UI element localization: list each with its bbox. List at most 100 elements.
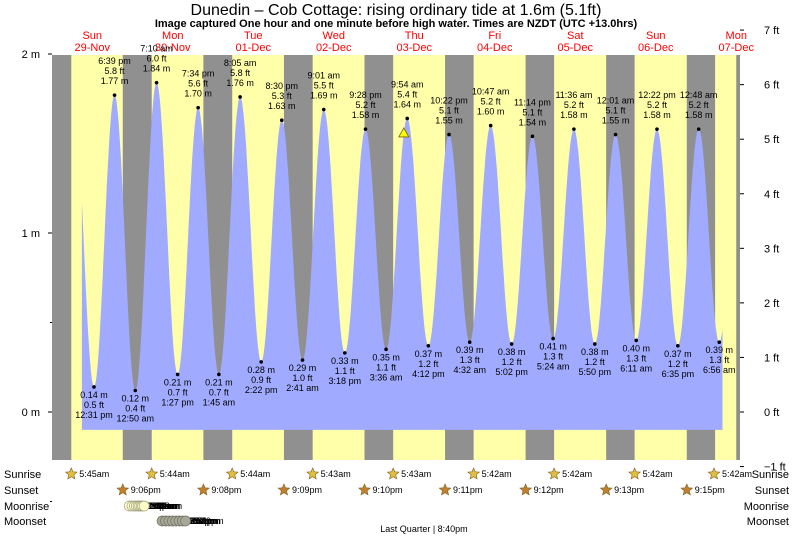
high-tide-feet: 5.1 ft — [439, 106, 460, 116]
row-label-moonset: Moonset — [4, 516, 46, 528]
sunrise-time: 5:42am — [482, 469, 512, 479]
moonset-time: 10:51am — [177, 516, 212, 526]
low-tide-feet: 1.3 ft — [460, 355, 481, 365]
low-tide-time: 5:24 am — [537, 362, 570, 372]
low-tide-feet: 1.2 ft — [418, 359, 439, 369]
sunset-icon — [438, 483, 452, 496]
high-tide-feet: 5.2 ft — [355, 100, 376, 110]
low-tide-time: 6:56 am — [703, 365, 736, 375]
high-tide-feet: 5.8 ft — [230, 68, 251, 78]
low-tide-feet: 0.7 ft — [209, 387, 230, 397]
low-tide-point — [343, 351, 347, 355]
high-tide-feet: 5.2 ft — [564, 100, 585, 110]
sunrise-time: 5:43am — [401, 469, 431, 479]
high-tide-metres: 1.58 m — [643, 110, 671, 120]
high-tide-metres: 1.58 m — [352, 110, 380, 120]
high-tide-metres: 1.76 m — [226, 78, 254, 88]
sunrise-time: 5:44am — [160, 469, 190, 479]
moonrise-time: 11:04pm — [137, 501, 171, 511]
high-tide-metres: 1.55 m — [602, 116, 630, 126]
row-label-moonrise: Moonrise — [4, 501, 49, 513]
low-tide-time: 2:41 am — [286, 383, 319, 393]
y-tick-label-foot: 6 ft — [764, 80, 779, 92]
row-label-sunset: Sunset — [4, 485, 38, 497]
sunset-icon — [277, 483, 291, 496]
low-tide-feet: 1.2 ft — [668, 359, 689, 369]
y-tick-label-metre: 1 m — [22, 228, 40, 240]
day-date: 06-Dec — [638, 42, 674, 54]
moonrise-time: 1:09am — [144, 501, 174, 511]
row-label-right-moonset: Moonset — [747, 516, 789, 528]
day-date: 04-Dec — [477, 42, 513, 54]
high-tide-time: 6:39 pm — [98, 56, 131, 66]
high-tide-time: 12:22 pm — [638, 90, 676, 100]
moonrise-time: 2:08am — [148, 501, 178, 511]
low-tide-point — [467, 340, 472, 344]
sunset-time: 9:06pm — [131, 485, 161, 495]
low-tide-point — [717, 340, 722, 344]
low-tide-time: 4:12 pm — [412, 369, 445, 379]
sunset-icon — [116, 483, 130, 496]
y-tick-label-foot: 3 ft — [764, 243, 779, 255]
moonset-time: 3:49pm — [194, 516, 224, 526]
moonset-time: 12:53pm — [184, 516, 219, 526]
low-tide-point — [509, 342, 514, 346]
high-tide-time: 7:10 am — [140, 44, 173, 54]
sunrise-time: 5:44am — [240, 469, 270, 479]
low-tide-metres: 0.35 m — [372, 352, 400, 362]
sunset-time: 9:11pm — [453, 485, 482, 495]
low-tide-point — [551, 336, 555, 341]
low-tide-metres: 0.28 m — [247, 365, 275, 375]
low-tide-point — [92, 385, 96, 389]
low-tide-metres: 0.41 m — [539, 342, 567, 352]
day-date: 07-Dec — [719, 42, 755, 54]
day-name: Mon — [162, 30, 183, 42]
low-tide-time: 1:45 am — [203, 397, 236, 407]
y-tick-label-metre: 0 m — [22, 407, 40, 419]
high-tide-point — [613, 132, 618, 137]
day-name: Mon — [726, 30, 747, 42]
low-tide-time: 5:02 pm — [495, 367, 528, 377]
moonrise-time: 1:40am — [146, 501, 176, 511]
moonset-time: 1:52pm — [187, 516, 217, 526]
low-tide-time: 2:22 pm — [245, 385, 278, 395]
sunset-time: 9:08pm — [211, 485, 241, 495]
low-tide-metres: 0.21 m — [164, 377, 192, 387]
low-tide-feet: 1.3 ft — [709, 355, 730, 365]
low-tide-point — [384, 347, 388, 352]
current-time-marker — [398, 127, 410, 138]
low-tide-point — [634, 338, 639, 343]
row-label-right-sunrise: Sunrise — [752, 469, 789, 481]
sunrise-time: 5:42am — [722, 469, 752, 479]
high-tide-point — [363, 127, 368, 131]
y-tick-label-foot: 2 ft — [764, 298, 779, 310]
moonset-time: 2:51pm — [190, 516, 220, 526]
low-tide-time: 1:27 pm — [161, 397, 194, 407]
y-tick-label-foot: 5 ft — [764, 134, 779, 146]
sunset-icon — [358, 483, 371, 496]
high-tide-point — [696, 127, 701, 131]
day-name: Sat — [567, 30, 584, 42]
moonrise-time: 3:28am — [152, 501, 182, 511]
low-tide-point — [426, 343, 431, 348]
low-tide-point — [676, 343, 680, 348]
high-tide-feet: 5.1 ft — [606, 106, 627, 116]
high-tide-metres: 1.70 m — [184, 89, 212, 99]
low-tide-metres: 0.38 m — [581, 347, 609, 357]
high-tide-metres: 1.55 m — [435, 116, 463, 126]
low-tide-metres: 0.40 m — [622, 343, 650, 353]
high-tide-feet: 5.6 ft — [188, 79, 209, 89]
day-name: Thu — [405, 30, 424, 42]
sunrise-time: 5:42am — [643, 469, 673, 479]
high-tide-point — [154, 80, 159, 85]
tide-curve — [81, 82, 723, 430]
low-tide-point — [593, 342, 597, 346]
low-tide-time: 4:32 am — [453, 365, 486, 375]
high-tide-metres: 1.77 m — [101, 76, 129, 86]
high-tide-metres: 1.84 m — [143, 64, 171, 74]
high-tide-time: 9:28 pm — [349, 90, 382, 100]
high-tide-time: 8:05 am — [224, 58, 257, 68]
sunset-time: 9:12pm — [534, 485, 564, 495]
sunrise-icon — [225, 467, 239, 480]
sunset-time: 9:09pm — [292, 485, 322, 495]
